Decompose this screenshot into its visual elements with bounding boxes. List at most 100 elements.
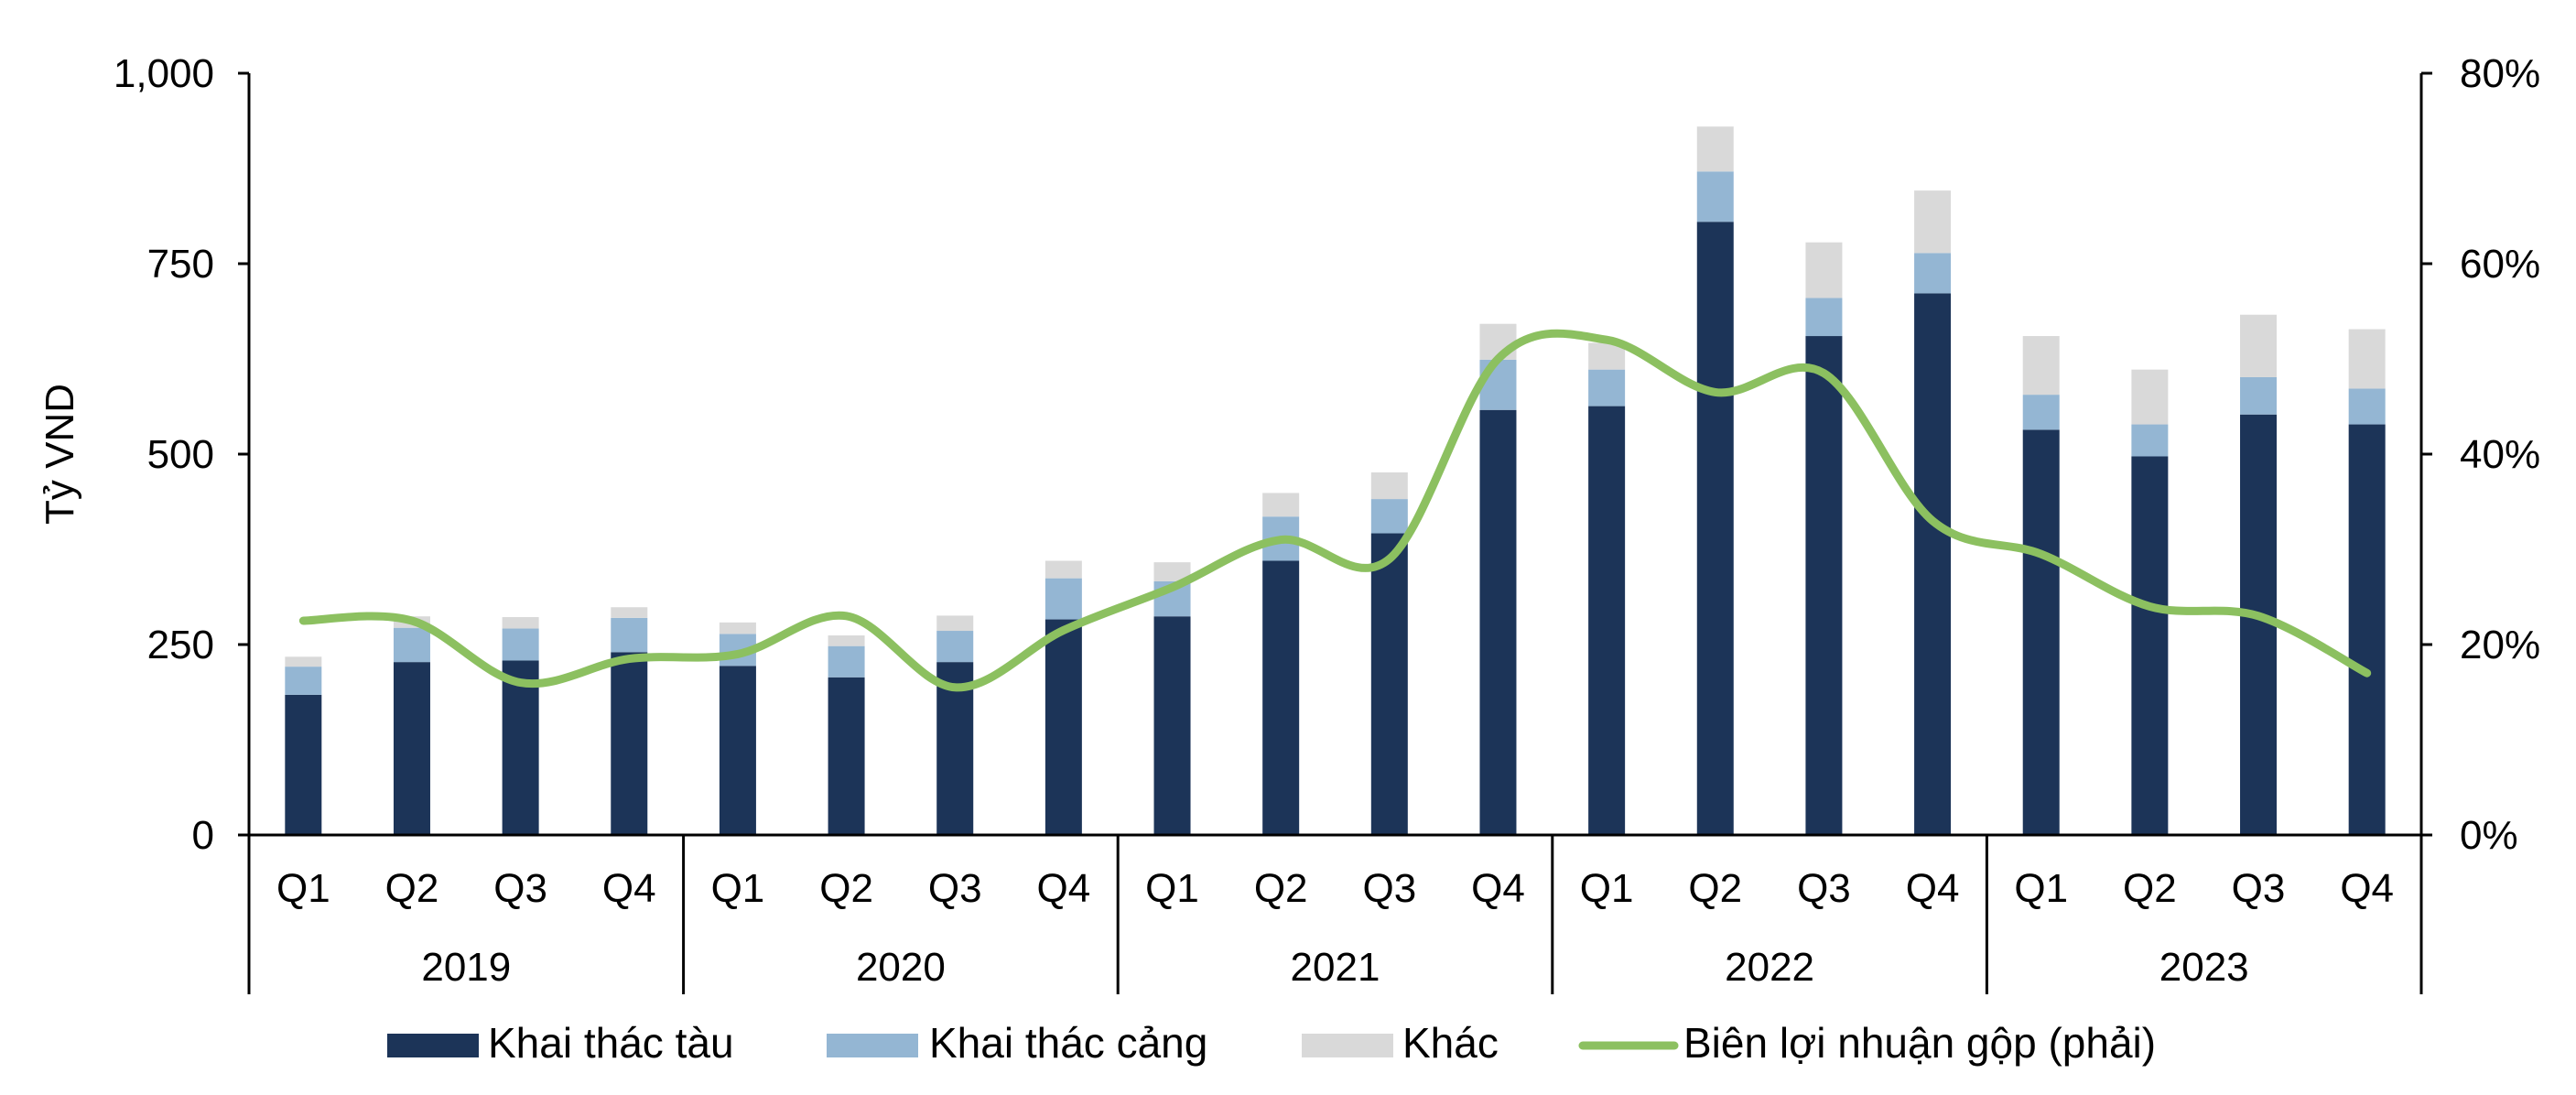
bar-khai-thác-tàu-2	[502, 660, 539, 835]
bar-khai-thác-tàu-15	[1914, 293, 1952, 835]
category-label: Q1	[276, 866, 330, 911]
category-label: Q1	[2014, 866, 2068, 911]
category-label: Q4	[602, 866, 656, 911]
left-tick-label: 250	[147, 623, 214, 667]
bar-khai-thác-tàu-3	[611, 652, 648, 835]
legend-bien-loi-nhuan-gop-label: Biên lợi nhuận gộp (phải)	[1683, 1019, 2156, 1067]
year-group-label: 2022	[1725, 945, 1814, 990]
bar-khác-16	[2022, 336, 2060, 396]
category-label: Q4	[1471, 866, 1525, 911]
bar-khai-thác-cảng-7	[1044, 578, 1082, 620]
bar-khai-thác-cảng-15	[1914, 253, 1952, 294]
bar-khai-thác-tàu-10	[1370, 533, 1408, 835]
bar-khai-thác-cảng-6	[936, 631, 974, 663]
year-group-label: 2023	[2159, 945, 2249, 990]
axes-layer	[238, 71, 2432, 994]
bar-khai-thác-tàu-5	[828, 677, 865, 835]
bar-khác-14	[1805, 242, 1843, 298]
bar-khác-13	[1696, 126, 1734, 172]
bar-khác-8	[1153, 562, 1191, 581]
right-tick-label: 0%	[2460, 813, 2518, 858]
bar-khác-17	[2131, 369, 2169, 425]
bar-khác-3	[611, 607, 648, 618]
bar-khai-thác-cảng-17	[2131, 424, 2169, 457]
bar-khai-thác-tàu-14	[1805, 336, 1843, 835]
bar-khai-thác-cảng-18	[2240, 376, 2278, 415]
legend-khac-swatch	[1302, 1034, 1393, 1057]
category-label: Q1	[1580, 866, 1634, 911]
bar-khai-thác-tàu-19	[2348, 424, 2386, 835]
bar-khác-6	[936, 615, 974, 632]
bar-khai-thác-tàu-8	[1153, 616, 1191, 835]
bar-khai-thác-cảng-16	[2022, 395, 2060, 430]
category-label: Q4	[1906, 866, 1960, 911]
bar-khai-thác-cảng-10	[1370, 499, 1408, 534]
left-tick-label: 750	[147, 242, 214, 287]
labels-layer: 0 250 500 750 1,000 0% 20% 40% 60% 80% Tỷ VND Q1 Q2 Q…	[38, 51, 2540, 990]
category-label: Q3	[1362, 866, 1416, 911]
bar-khai-thác-cảng-19	[2348, 388, 2386, 425]
category-label: Q2	[385, 866, 439, 911]
category-label: Q2	[2123, 866, 2177, 911]
category-label: Q3	[928, 866, 982, 911]
bar-khai-thác-tàu-16	[2022, 429, 2060, 835]
bar-khai-thác-cảng-3	[611, 617, 648, 653]
category-label: Q2	[819, 866, 873, 911]
legend-khai-thac-tau-label: Khai thác tàu	[488, 1019, 734, 1067]
right-tick-label: 80%	[2460, 51, 2540, 96]
y-axis-label: Tỷ VND	[38, 384, 82, 525]
bar-khai-thác-tàu-13	[1696, 222, 1734, 836]
bar-khác-7	[1044, 560, 1082, 579]
bar-khai-thác-tàu-12	[1588, 406, 1626, 835]
bar-khai-thác-tàu-11	[1479, 409, 1517, 835]
left-tick-label: 0	[192, 813, 214, 858]
legend-khac-label: Khác	[1402, 1019, 1499, 1067]
category-label: Q2	[1254, 866, 1308, 911]
bar-khai-thác-cảng-13	[1696, 171, 1734, 222]
bar-khác-19	[2348, 329, 2386, 389]
bars-layer	[285, 126, 2386, 836]
category-label: Q3	[1797, 866, 1851, 911]
bar-khai-thác-tàu-9	[1262, 560, 1300, 835]
legend-khai-thac-cang-label: Khai thác cảng	[929, 1019, 1207, 1067]
gross-margin-line	[298, 329, 2372, 692]
bar-khác-15	[1914, 190, 1952, 254]
bar-khai-thác-tàu-7	[1044, 619, 1082, 835]
bar-khai-thác-cảng-0	[285, 667, 322, 695]
year-group-label: 2021	[1291, 945, 1380, 990]
category-label: Q2	[1688, 866, 1742, 911]
bar-khai-thác-cảng-11	[1479, 359, 1517, 410]
bar-khai-thác-cảng-5	[828, 645, 865, 678]
bar-khai-thác-cảng-12	[1588, 369, 1626, 407]
category-label: Q1	[711, 866, 765, 911]
legend-khai-thac-cang-swatch	[827, 1034, 918, 1057]
bar-khác-4	[719, 622, 756, 634]
bar-khai-thác-tàu-1	[393, 662, 430, 835]
bar-khác-10	[1370, 472, 1408, 500]
line-layer	[298, 329, 2372, 692]
bar-khác-18	[2240, 314, 2278, 377]
bar-khác-5	[828, 635, 865, 646]
left-tick-label: 500	[147, 432, 214, 477]
bar-khai-thác-tàu-0	[285, 694, 322, 835]
legend-khai-thac-tau-swatch	[387, 1034, 479, 1057]
category-label: Q3	[2232, 866, 2286, 911]
right-tick-label: 60%	[2460, 242, 2540, 287]
right-tick-label: 20%	[2460, 623, 2540, 667]
bar-khai-thác-cảng-1	[393, 627, 430, 663]
category-label: Q4	[1037, 866, 1091, 911]
bar-khác-0	[285, 656, 322, 667]
bar-khác-9	[1262, 493, 1300, 517]
category-label: Q1	[1145, 866, 1199, 911]
legend: Khai thác tàu Khai thác cảng Khác Biên lợi …	[387, 1019, 2156, 1067]
bar-khai-thác-tàu-17	[2131, 456, 2169, 835]
bar-khai-thác-cảng-14	[1805, 298, 1843, 337]
bar-khai-thác-cảng-2	[502, 628, 539, 661]
year-group-label: 2019	[421, 945, 511, 990]
category-label: Q3	[493, 866, 547, 911]
left-tick-label: 1,000	[114, 51, 214, 96]
category-label: Q4	[2340, 866, 2394, 911]
year-group-label: 2020	[856, 945, 946, 990]
right-tick-label: 40%	[2460, 432, 2540, 477]
